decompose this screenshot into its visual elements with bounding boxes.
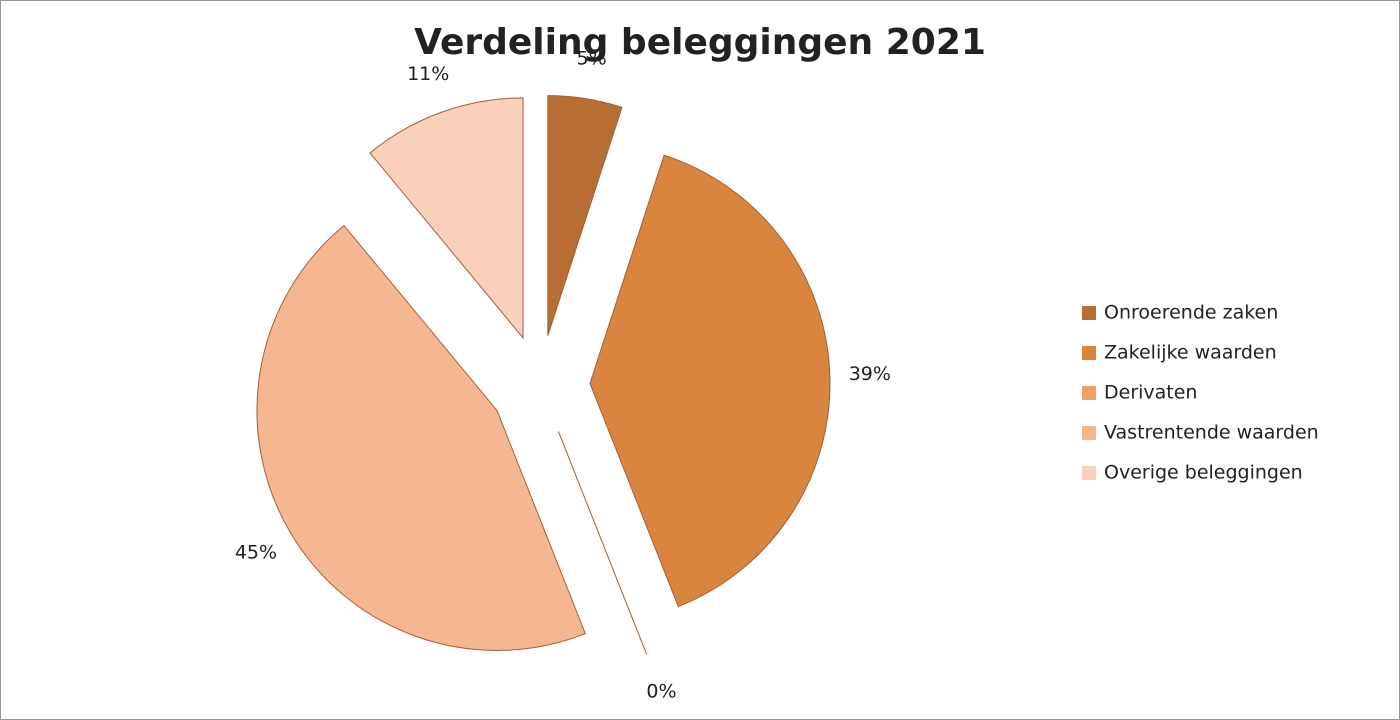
pie-slice bbox=[547, 95, 623, 336]
chart-title: Verdeling beleggingen 2021 bbox=[414, 22, 986, 63]
data-label: 39% bbox=[849, 363, 891, 385]
legend-label: Vastrentende waarden bbox=[1104, 422, 1319, 444]
legend-swatch bbox=[1082, 466, 1096, 480]
data-label: 45% bbox=[235, 541, 277, 563]
legend-label: Derivaten bbox=[1104, 382, 1197, 404]
data-label: 11% bbox=[407, 63, 449, 85]
legend-label: Zakelijke waarden bbox=[1104, 342, 1277, 364]
pie-slice bbox=[589, 154, 831, 608]
legend-swatch bbox=[1082, 306, 1096, 320]
data-label: 0% bbox=[646, 680, 676, 702]
legend-label: Onroerende zaken bbox=[1104, 302, 1278, 324]
pie-slice bbox=[369, 97, 524, 340]
pie-slice bbox=[557, 431, 648, 655]
legend-swatch bbox=[1082, 386, 1096, 400]
legend-swatch bbox=[1082, 426, 1096, 440]
data-label: 5% bbox=[577, 48, 607, 70]
legend-swatch bbox=[1082, 346, 1096, 360]
pie-slice bbox=[256, 224, 586, 651]
legend-label: Overige beleggingen bbox=[1104, 462, 1303, 484]
